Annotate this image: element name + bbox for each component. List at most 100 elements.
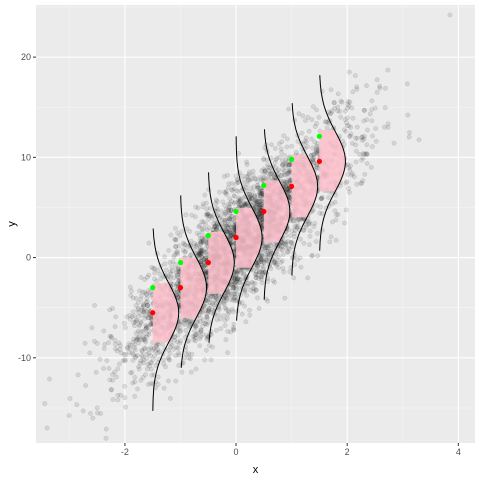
scatter-point xyxy=(310,159,316,165)
scatter-point xyxy=(232,298,238,304)
scatter-point xyxy=(125,346,131,351)
scatter-point xyxy=(126,341,132,347)
scatter-point xyxy=(145,381,151,387)
scatter-point xyxy=(201,219,206,225)
scatter-point xyxy=(229,224,235,230)
scatter-point xyxy=(282,153,288,159)
scatter-point xyxy=(307,233,313,239)
scatter-point xyxy=(238,197,244,202)
scatter-point xyxy=(232,294,238,300)
scatter-point xyxy=(319,211,325,217)
scatter-point xyxy=(222,323,228,328)
scatter-point xyxy=(361,133,367,139)
scatter-point xyxy=(198,241,204,247)
scatter-point xyxy=(258,176,264,182)
scatter-point xyxy=(282,172,287,178)
scatter-point xyxy=(152,276,157,282)
scatter-point xyxy=(349,140,355,146)
scatter-point xyxy=(204,333,210,338)
scatter-point xyxy=(348,131,354,137)
scatter-point xyxy=(291,231,297,237)
scatter-point xyxy=(227,233,233,239)
scatter-point xyxy=(265,254,271,260)
scatter-point xyxy=(259,269,265,275)
scatter-point xyxy=(198,251,204,257)
scatter-point xyxy=(369,144,375,150)
scatter-point xyxy=(244,188,250,194)
scatter-point xyxy=(115,397,121,403)
scatter-point xyxy=(201,237,206,243)
scatter-point xyxy=(198,327,204,333)
scatter-point xyxy=(141,309,147,315)
scatter-point xyxy=(260,266,266,272)
scatter-point xyxy=(236,150,242,156)
scatter-point xyxy=(253,275,259,281)
scatter-point xyxy=(204,322,210,327)
scatter-point xyxy=(176,350,182,356)
scatter-point xyxy=(250,188,256,194)
scatter-point xyxy=(249,195,255,201)
scatter-point xyxy=(126,349,132,355)
scatter-point xyxy=(196,250,202,256)
scatter-point xyxy=(178,338,183,344)
scatter-point xyxy=(286,171,291,177)
scatter-point xyxy=(310,156,316,162)
scatter-point xyxy=(174,287,180,293)
scatter-point xyxy=(90,415,96,421)
scatter-point xyxy=(145,315,151,321)
scatter-point xyxy=(193,244,199,249)
scatter-point xyxy=(178,328,184,334)
x-tick-label: -2 xyxy=(121,447,129,457)
red-mean-point xyxy=(205,260,211,266)
scatter-point xyxy=(145,361,151,367)
scatter-point xyxy=(286,189,292,195)
scatter-point xyxy=(200,309,205,315)
scatter-point xyxy=(261,264,267,270)
scatter-point xyxy=(272,260,277,266)
scatter-point xyxy=(196,232,202,238)
scatter-point xyxy=(303,135,309,141)
scatter-point xyxy=(236,195,242,201)
scatter-point xyxy=(314,203,320,209)
scatter-point xyxy=(216,189,222,195)
scatter-point xyxy=(228,208,234,213)
scatter-point xyxy=(136,309,142,315)
scatter-point xyxy=(286,169,292,174)
scatter-point xyxy=(108,335,114,341)
scatter-point xyxy=(231,186,237,192)
scatter-point xyxy=(256,212,262,218)
scatter-point xyxy=(137,333,143,339)
scatter-point xyxy=(257,206,263,212)
scatter-point xyxy=(314,107,319,113)
scatter-point xyxy=(263,253,269,259)
scatter-point xyxy=(200,204,206,210)
scatter-point xyxy=(261,166,267,172)
scatter-point xyxy=(280,251,286,257)
scatter-point xyxy=(253,287,259,293)
scatter-point xyxy=(172,236,178,242)
scatter-point xyxy=(231,326,236,332)
scatter-point xyxy=(257,205,263,211)
scatter-point xyxy=(135,328,141,334)
scatter-point xyxy=(82,340,88,346)
scatter-point xyxy=(285,239,291,244)
scatter-point xyxy=(272,146,278,151)
scatter-point xyxy=(311,157,317,163)
scatter-point xyxy=(344,120,350,126)
scatter-point xyxy=(226,209,232,215)
scatter-point xyxy=(167,269,173,275)
scatter-point xyxy=(202,265,208,271)
scatter-point xyxy=(247,312,253,318)
scatter-point xyxy=(200,248,206,254)
scatter-point xyxy=(374,77,380,83)
scatter-point xyxy=(335,91,341,97)
scatter-point xyxy=(286,167,292,173)
scatter-point xyxy=(211,221,216,226)
scatter-point xyxy=(259,280,265,286)
scatter-point xyxy=(166,356,172,362)
scatter-point xyxy=(314,230,320,236)
scatter-point xyxy=(191,337,197,343)
scatter-point xyxy=(229,239,235,245)
scatter-point xyxy=(223,337,229,343)
scatter-point xyxy=(150,356,156,362)
